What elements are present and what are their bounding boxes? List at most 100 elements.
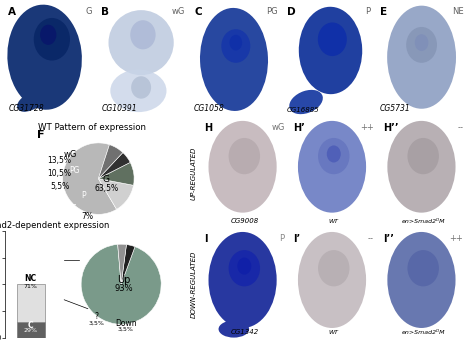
- Wedge shape: [63, 143, 117, 214]
- Text: I’’: I’’: [383, 234, 394, 244]
- Text: 13,5%: 13,5%: [47, 156, 71, 165]
- Text: CG1342: CG1342: [230, 329, 258, 336]
- Wedge shape: [99, 152, 130, 179]
- Text: 3,5%: 3,5%: [118, 327, 134, 332]
- Ellipse shape: [387, 6, 456, 109]
- Title: Smad2-dependent expression: Smad2-dependent expression: [0, 221, 110, 230]
- Text: 29%: 29%: [24, 328, 38, 333]
- Text: 63,5%: 63,5%: [94, 184, 118, 193]
- Bar: [17, 322, 45, 338]
- Text: I’: I’: [293, 234, 301, 244]
- Ellipse shape: [130, 20, 155, 49]
- Text: ++: ++: [360, 123, 374, 132]
- Ellipse shape: [17, 92, 43, 112]
- Ellipse shape: [327, 145, 341, 163]
- Text: P: P: [279, 234, 284, 243]
- Text: 3,5%: 3,5%: [89, 321, 105, 326]
- Wedge shape: [81, 244, 161, 324]
- Ellipse shape: [228, 138, 260, 174]
- Text: H’’: H’’: [383, 123, 399, 133]
- Text: --: --: [368, 234, 374, 243]
- Text: F: F: [36, 130, 44, 140]
- Text: CG9008: CG9008: [230, 218, 258, 224]
- Ellipse shape: [110, 70, 166, 112]
- Ellipse shape: [40, 25, 56, 45]
- Ellipse shape: [408, 138, 439, 174]
- Text: Down: Down: [115, 319, 137, 328]
- Text: Up: Up: [117, 275, 130, 285]
- Text: CG1058: CG1058: [194, 104, 225, 113]
- Ellipse shape: [299, 7, 362, 94]
- Text: G: G: [85, 7, 92, 16]
- Text: 93%: 93%: [114, 284, 133, 293]
- Text: en>Smad2ᴰM: en>Smad2ᴰM: [401, 219, 445, 224]
- Text: 71%: 71%: [24, 284, 38, 290]
- Text: en>Smad2ᴰM: en>Smad2ᴰM: [401, 330, 445, 336]
- Text: 10,5%: 10,5%: [47, 169, 71, 178]
- Text: H: H: [204, 123, 212, 133]
- Text: H’: H’: [293, 123, 305, 133]
- Ellipse shape: [200, 8, 268, 111]
- Wedge shape: [121, 244, 135, 284]
- Text: WT: WT: [329, 219, 339, 224]
- Text: PG: PG: [69, 166, 80, 175]
- Ellipse shape: [415, 34, 428, 51]
- Wedge shape: [99, 162, 134, 185]
- Text: NC: NC: [25, 275, 37, 283]
- Text: C: C: [194, 7, 202, 17]
- Ellipse shape: [7, 5, 82, 110]
- Text: 7%: 7%: [82, 212, 93, 221]
- Ellipse shape: [219, 321, 249, 338]
- Text: I: I: [204, 234, 208, 244]
- Ellipse shape: [289, 90, 323, 114]
- Text: A: A: [9, 7, 17, 17]
- Text: PG: PG: [266, 7, 277, 16]
- Ellipse shape: [109, 10, 174, 75]
- Text: NE: NE: [66, 204, 77, 213]
- Ellipse shape: [209, 121, 277, 213]
- Text: NE: NE: [452, 7, 463, 16]
- Text: ?: ?: [95, 312, 99, 321]
- Text: wG: wG: [171, 7, 184, 16]
- Text: D: D: [287, 7, 296, 17]
- Text: WT: WT: [329, 330, 339, 336]
- Ellipse shape: [34, 18, 70, 61]
- Ellipse shape: [298, 232, 366, 328]
- Ellipse shape: [387, 232, 456, 328]
- Ellipse shape: [408, 250, 439, 286]
- Text: UP-REGULATED: UP-REGULATED: [191, 147, 196, 200]
- Wedge shape: [118, 244, 127, 284]
- Text: CG16885: CG16885: [287, 107, 320, 113]
- Ellipse shape: [298, 121, 366, 213]
- Text: B: B: [101, 7, 109, 17]
- Ellipse shape: [209, 232, 277, 328]
- Bar: [17, 284, 45, 338]
- Text: WT Pattern of expression: WT Pattern of expression: [38, 123, 146, 132]
- Text: CG10391: CG10391: [101, 104, 137, 113]
- Ellipse shape: [326, 29, 338, 45]
- Ellipse shape: [318, 250, 349, 286]
- Ellipse shape: [387, 121, 456, 213]
- Ellipse shape: [406, 27, 437, 63]
- Text: wG: wG: [64, 150, 77, 159]
- Text: P: P: [81, 191, 85, 200]
- Ellipse shape: [221, 29, 250, 63]
- Text: wG: wG: [271, 123, 284, 132]
- Text: CG31728: CG31728: [9, 104, 44, 113]
- Text: --: --: [457, 123, 464, 132]
- Text: E: E: [380, 7, 387, 17]
- Ellipse shape: [229, 35, 242, 50]
- Text: ++: ++: [450, 234, 464, 243]
- Text: G: G: [103, 175, 110, 184]
- Wedge shape: [99, 145, 123, 179]
- Text: C: C: [28, 321, 34, 330]
- Ellipse shape: [131, 76, 151, 99]
- Text: 5,5%: 5,5%: [51, 182, 70, 191]
- Wedge shape: [99, 179, 134, 209]
- Ellipse shape: [237, 257, 251, 275]
- Ellipse shape: [318, 138, 349, 174]
- Ellipse shape: [318, 23, 347, 56]
- Text: P: P: [365, 7, 370, 16]
- Text: CG5731: CG5731: [380, 104, 410, 113]
- Text: DOWN-REGULATED: DOWN-REGULATED: [191, 251, 196, 318]
